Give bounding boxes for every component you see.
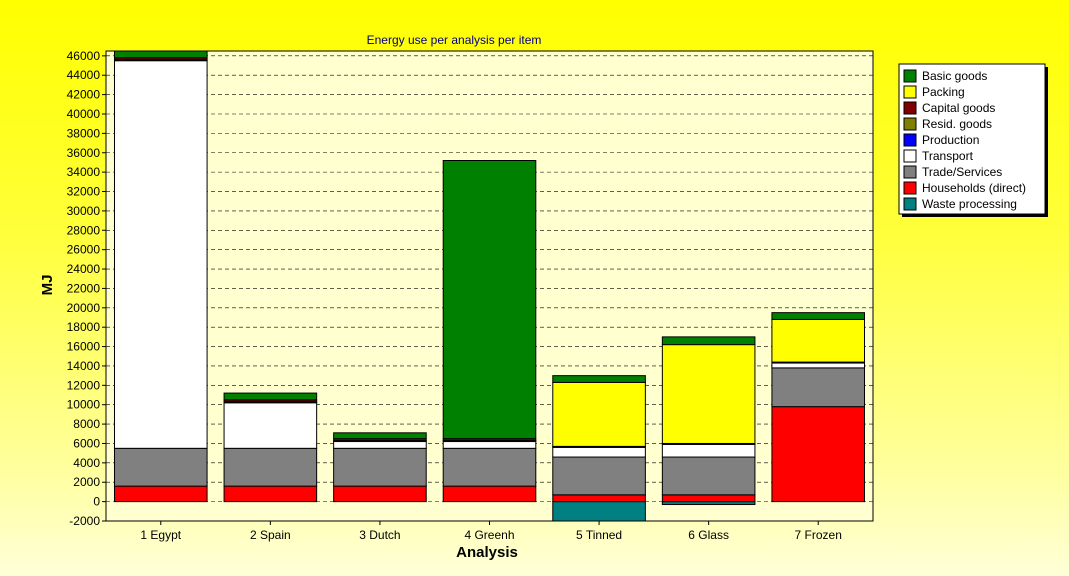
x-axis: 1 Egypt 2 Spain 3 Dutch 4 Greenh 5 Tinned 6 G…	[140, 521, 842, 542]
legend-swatch	[903, 117, 917, 131]
y-tick-label: 28000	[67, 223, 101, 237]
legend: Basic goods Packing Capital goods Resid. go…	[898, 63, 1048, 217]
y-tick-label: 12000	[67, 378, 101, 392]
bar-segment	[661, 443, 756, 458]
bar-segment	[771, 362, 866, 369]
y-tick-label: 20000	[67, 301, 101, 315]
bar-segment	[661, 456, 756, 496]
legend-box	[898, 63, 1046, 215]
y-tick-label: 10000	[67, 398, 101, 412]
bar-segment	[552, 456, 646, 496]
y-tick-label: 6000	[73, 436, 100, 450]
bar-segment	[771, 406, 866, 503]
bar-segment	[771, 367, 866, 408]
bar-segment	[552, 381, 646, 447]
legend-label: Transport	[922, 149, 974, 163]
bar-segment	[442, 447, 537, 487]
y-tick-label: 22000	[67, 281, 101, 295]
x-tick-label: 2 Spain	[250, 528, 291, 542]
bar-segment	[333, 485, 427, 503]
y-tick-label: 32000	[67, 185, 101, 199]
x-tick-label: 3 Dutch	[359, 528, 400, 542]
y-tick-label: 2000	[73, 475, 100, 489]
bar-segment	[113, 50, 208, 59]
legend-label: Households (direct)	[922, 181, 1026, 195]
bar-segment	[771, 318, 866, 363]
x-tick-label: 7 Frozen	[795, 528, 842, 542]
legend-label: Capital goods	[922, 101, 995, 115]
x-tick-label: 5 Tinned	[576, 528, 622, 542]
legend-swatch	[903, 133, 917, 147]
y-tick-label: 38000	[67, 126, 101, 140]
bar-segment	[113, 447, 208, 487]
bar-segment	[333, 447, 427, 487]
x-tick-label: 1 Egypt	[140, 528, 181, 542]
y-tick-label: 16000	[67, 340, 101, 354]
y-tick-label: -2000	[69, 514, 100, 528]
bar-segment	[552, 375, 646, 383]
bar-segment	[661, 344, 756, 444]
legend-label: Basic goods	[922, 69, 987, 83]
y-tick-label: 30000	[67, 204, 101, 218]
y-axis-title: MJ	[39, 275, 56, 296]
bar-segment	[113, 485, 208, 503]
y-tick-label: 36000	[67, 146, 101, 160]
bar-segment	[442, 160, 537, 440]
y-tick-label: 44000	[67, 68, 101, 82]
legend-label: Packing	[922, 85, 965, 99]
y-tick-label: 8000	[73, 417, 100, 431]
y-tick-label: 26000	[67, 243, 101, 257]
y-tick-label: 4000	[73, 456, 100, 470]
legend-label: Resid. goods	[922, 117, 992, 131]
x-tick-label: 6 Glass	[688, 528, 729, 542]
legend-label: Trade/Services	[922, 165, 1002, 179]
y-tick-label: 46000	[67, 49, 101, 63]
bar-segment	[552, 446, 646, 458]
legend-label: Waste processing	[922, 197, 1017, 211]
y-tick-label: 42000	[67, 88, 101, 102]
bar-segment	[442, 441, 537, 449]
x-axis-title: Analysis	[456, 544, 518, 561]
bar-segment	[552, 494, 646, 503]
bar-segment	[552, 501, 646, 522]
legend-swatch	[903, 149, 917, 163]
y-tick-label: 24000	[67, 262, 101, 276]
bar-segment	[661, 336, 756, 346]
legend-swatch	[903, 101, 917, 115]
y-tick-label: 40000	[67, 107, 101, 121]
bar-segment	[223, 447, 318, 487]
legend-swatch	[903, 165, 917, 179]
bar-segment	[223, 485, 318, 503]
y-tick-label: 34000	[67, 165, 101, 179]
legend-swatch	[903, 181, 917, 195]
bar-segment	[333, 432, 427, 440]
bars	[113, 50, 866, 522]
x-tick-label: 4 Greenh	[464, 528, 514, 542]
bar-segment	[661, 494, 756, 503]
bar-segment	[442, 485, 537, 503]
bar-segment	[771, 312, 866, 320]
bar-segment	[333, 441, 427, 449]
y-tick-label: 0	[93, 495, 100, 509]
bar-segment	[223, 402, 318, 449]
y-tick-label: 18000	[67, 320, 101, 334]
y-axis: -2000 0 2000 4000 6000 8000 10000 12000 14000 160…	[67, 49, 106, 528]
legend-swatch	[903, 85, 917, 99]
y-tick-label: 14000	[67, 359, 101, 373]
legend-swatch	[903, 69, 917, 83]
legend-label: Production	[922, 133, 979, 147]
legend-swatch	[903, 197, 917, 211]
bar-segment	[113, 60, 208, 449]
chart-title: Energy use per analysis per item	[367, 33, 542, 47]
bar-segment	[223, 392, 318, 401]
